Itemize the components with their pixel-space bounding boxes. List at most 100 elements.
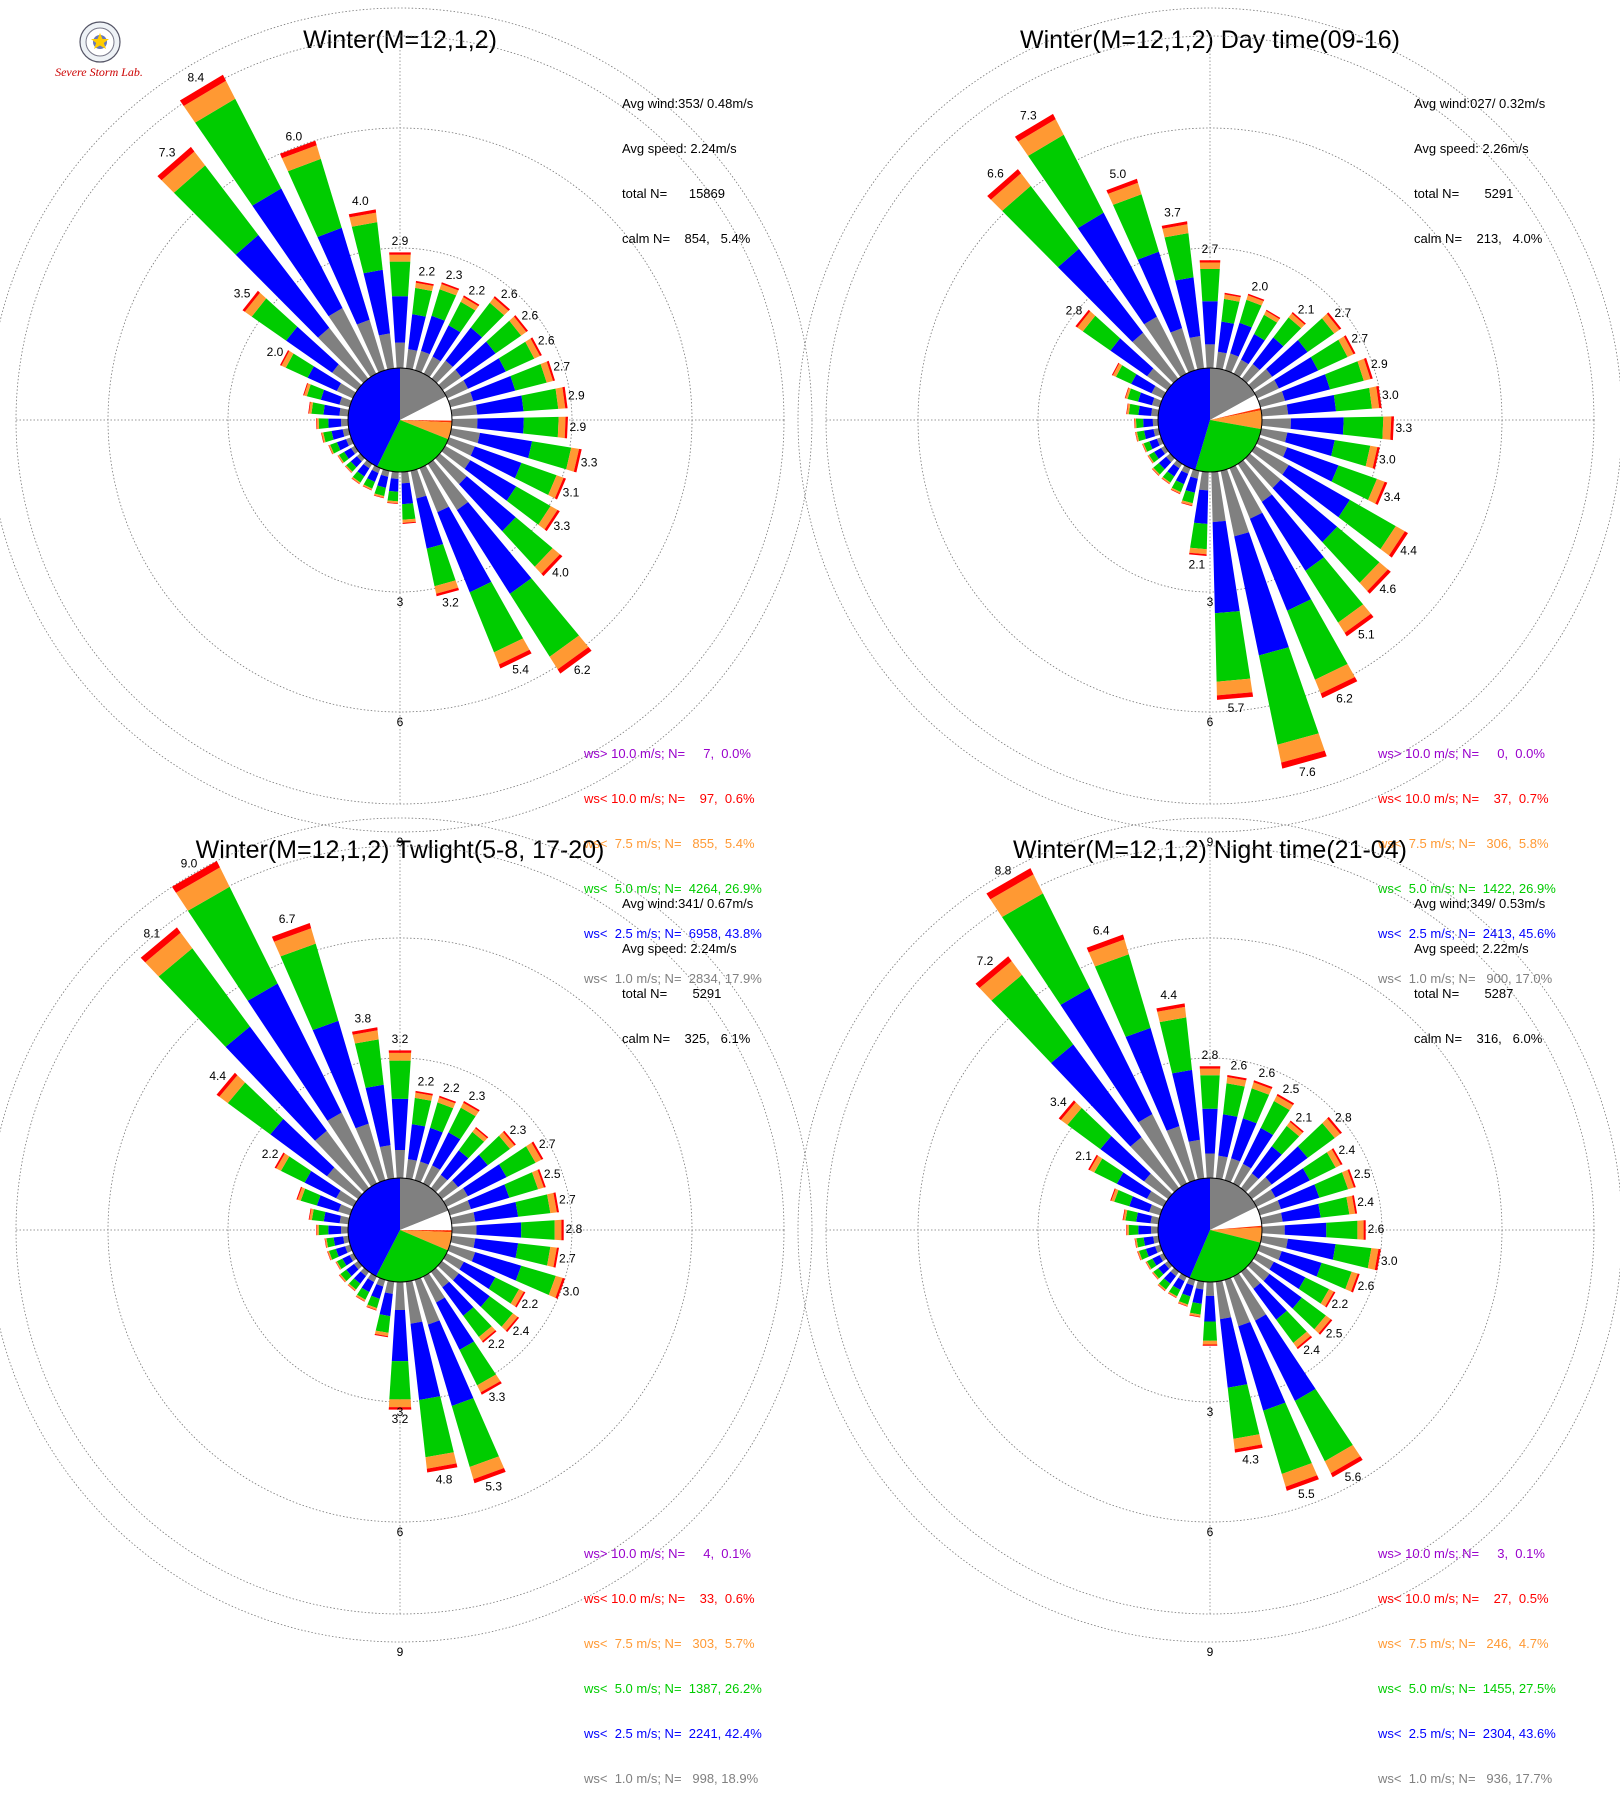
bar-segment-gray xyxy=(336,1190,357,1207)
bar-segment-blue xyxy=(1266,340,1308,377)
bar-segment-green xyxy=(195,98,282,206)
bar-segment-gray xyxy=(1170,328,1195,373)
bar-segment-blue xyxy=(1204,1295,1216,1322)
ring-label: 6 xyxy=(1207,715,1214,729)
bar-segment-orange xyxy=(316,418,319,430)
bar-segment-orange xyxy=(1018,119,1064,156)
wind-bar xyxy=(327,1244,353,1261)
bar-segment-orange xyxy=(1246,295,1264,306)
wind-bar xyxy=(1088,1154,1167,1207)
bar-segment-orange xyxy=(388,1399,412,1408)
bar-value-label: 2.1 xyxy=(1298,302,1315,316)
bar-segment-green xyxy=(431,289,457,321)
bar-value-label: 2.5 xyxy=(1326,1326,1343,1340)
bar-segment-red xyxy=(388,1407,412,1410)
bar-segment-red xyxy=(1088,1154,1099,1171)
bar-segment-orange xyxy=(540,361,553,383)
bar-segment-orange xyxy=(1157,1283,1166,1291)
bar-segment-orange xyxy=(549,635,589,670)
bar-segment-orange xyxy=(316,1224,319,1236)
bar-segment-green xyxy=(1143,441,1153,452)
pie-slice xyxy=(376,1230,448,1283)
wind-bar xyxy=(296,1186,353,1216)
bar-segment-green xyxy=(1115,365,1137,384)
bar-segment-gray xyxy=(414,1161,429,1183)
bar-value-label: 2.4 xyxy=(513,1324,530,1338)
bar-segment-blue xyxy=(1284,1222,1327,1238)
bar-segment-orange xyxy=(1380,526,1405,556)
wind-bar xyxy=(387,471,399,504)
bar-segment-blue xyxy=(459,476,516,532)
avg-speed: Avg speed: 2.22m/s xyxy=(1414,941,1529,956)
bar-segment-blue xyxy=(408,1124,426,1161)
bar-value-label: 5.6 xyxy=(1345,1470,1362,1484)
bar-segment-gray xyxy=(1229,465,1263,519)
bar-segment-gray xyxy=(1151,408,1159,417)
bar-segment-orange xyxy=(345,465,353,473)
bar-segment-red xyxy=(1126,403,1129,415)
bar-value-label: 2.4 xyxy=(1303,1343,1320,1357)
bar-segment-green xyxy=(1002,893,1090,1005)
bar-segment-green xyxy=(1153,1268,1164,1279)
bar-segment-gray xyxy=(1152,418,1159,427)
bar-segment-green xyxy=(510,364,547,391)
pie-slice xyxy=(377,420,449,473)
wind-bar xyxy=(351,460,373,485)
bar-segment-gray xyxy=(1216,351,1227,370)
bar-segment-orange xyxy=(510,1289,524,1307)
bar-segment-orange xyxy=(1134,418,1137,429)
wind-bar xyxy=(986,868,1187,1187)
wind-bar xyxy=(1211,471,1254,700)
bar-segment-gray xyxy=(448,392,474,408)
bar-segment-red xyxy=(1086,934,1125,953)
grid-ring xyxy=(0,7,813,833)
bar-segment-red xyxy=(280,140,317,159)
bar-segment-orange xyxy=(327,1250,333,1261)
bar-segment-orange xyxy=(566,447,580,472)
bar-value-label: 8.4 xyxy=(188,70,205,84)
bar-segment-green xyxy=(1146,1258,1157,1269)
wind-bar xyxy=(1253,1253,1336,1308)
bar-segment-green xyxy=(1138,1248,1149,1260)
bar-segment-blue xyxy=(1144,429,1156,440)
bar-segment-blue xyxy=(235,235,330,338)
bar-segment-gray xyxy=(1161,445,1169,454)
wind-bar xyxy=(410,469,459,597)
bar-segment-orange xyxy=(297,1187,306,1201)
bar-segment-gray xyxy=(356,453,365,462)
bar-segment-orange xyxy=(1320,1289,1334,1307)
wind-bar xyxy=(1199,260,1221,369)
bar-segment-red xyxy=(553,1247,559,1268)
wind-bar xyxy=(406,280,434,370)
pie-slice xyxy=(1189,1230,1261,1283)
bar-segment-red xyxy=(179,74,226,106)
wind-bar xyxy=(414,1277,506,1484)
bar-segment-red xyxy=(274,1152,285,1169)
bar-value-label: 6.0 xyxy=(286,129,303,143)
bar-value-label: 7.3 xyxy=(159,146,176,160)
bar-segment-green xyxy=(323,431,334,443)
bar-segment-gray xyxy=(1153,1235,1160,1244)
bar-segment-red xyxy=(1289,1120,1304,1133)
bar-segment-gray xyxy=(351,445,359,454)
legend: ws> 10.0 m/s; N= 3, 0.1% ws< 10.0 m/s; N… xyxy=(1378,1516,1556,1816)
bar-value-label: 7.3 xyxy=(1020,108,1037,122)
legend-entry-gray: ws< 1.0 m/s; N= 900, 17.0% xyxy=(1378,971,1553,986)
bar-value-label: 2.6 xyxy=(1368,1222,1385,1236)
bar-segment-orange xyxy=(1137,1250,1143,1261)
bar-segment-orange xyxy=(1216,678,1253,696)
bar-segment-green xyxy=(515,1265,556,1295)
wind-bar xyxy=(451,1219,564,1241)
bar-segment-blue xyxy=(350,456,362,468)
pie-slice xyxy=(1210,410,1263,430)
bar-segment-orange xyxy=(183,80,236,123)
bar-segment-green xyxy=(1316,1262,1352,1290)
wind-bar xyxy=(1134,418,1159,429)
bar-segment-green xyxy=(509,578,579,657)
legend-entry-red: ws< 10.0 m/s; N= 33, 0.6% xyxy=(584,1591,755,1606)
bar-segment-orange xyxy=(309,401,313,414)
pie-slice xyxy=(400,1178,449,1230)
wind-bar xyxy=(987,169,1179,384)
bar-segment-orange xyxy=(274,928,316,957)
bar-segment-blue xyxy=(1152,1255,1163,1266)
